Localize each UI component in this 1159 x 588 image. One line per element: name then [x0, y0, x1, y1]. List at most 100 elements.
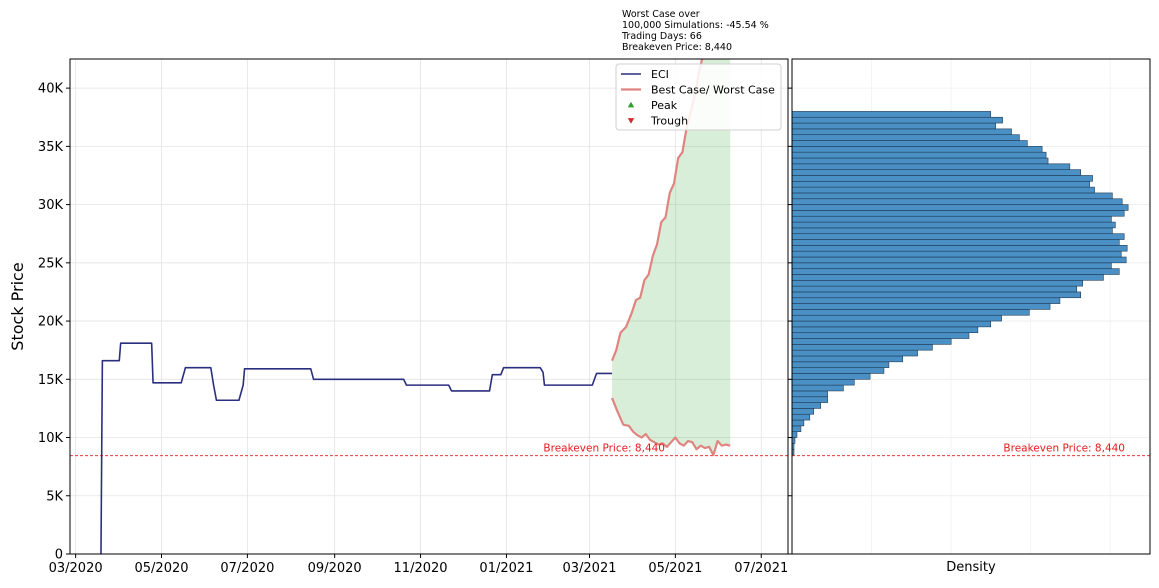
simulation-range-fill: [612, 59, 731, 455]
legend-box: [615, 63, 782, 131]
histogram-bar: [791, 326, 979, 334]
histogram-bar: [791, 402, 821, 409]
histogram-bar: [791, 111, 992, 118]
annotation-line: 100,000 Simulations: -45.54 %: [622, 20, 769, 31]
histogram-bar: [791, 361, 890, 368]
histogram-bar: [791, 146, 1043, 153]
histogram-bar: [791, 367, 885, 374]
legend-item: Peak: [627, 99, 678, 112]
annotation-line: Trading Days: 66: [621, 31, 702, 42]
histogram-bar: [791, 239, 1120, 246]
histogram-bar: [791, 245, 1128, 252]
x-tick-label: 09/2020: [308, 561, 362, 576]
histogram-bar: [791, 175, 1093, 182]
eci-price-line: [100, 342, 613, 554]
annotation-line: Worst Case over: [622, 9, 700, 20]
histogram-bar: [791, 320, 992, 328]
histogram-bar: [791, 344, 933, 351]
x-tick-label: 01/2021: [479, 561, 533, 576]
legend-label: ECI: [651, 68, 669, 81]
histogram-bar: [791, 303, 1051, 310]
histogram-bar: [791, 221, 1116, 229]
histogram-bar: [791, 373, 871, 380]
density-axis-label: Density: [946, 560, 996, 575]
histogram-bar: [791, 210, 1125, 217]
histogram-bar: [791, 338, 952, 345]
histogram-bars: [791, 111, 1129, 456]
histogram-bar: [791, 274, 1104, 281]
histogram-bar: [791, 268, 1120, 275]
y-tick-label: 40K: [38, 82, 64, 97]
histogram-plot-frame: [791, 58, 1151, 555]
y-tick-label: 0: [55, 548, 63, 563]
histogram-bar: [791, 314, 1002, 322]
x-axis: 03/2020 05/2020 07/2020 09/2020 11/2020 01/20…: [49, 554, 788, 576]
legend-label: Trough: [650, 115, 688, 128]
histogram-y-ticks: [788, 87, 792, 555]
histogram-bar: [791, 431, 798, 438]
histogram-bar: [791, 128, 1012, 136]
histogram-bar: [791, 122, 996, 130]
legend-item: ECI: [621, 68, 669, 81]
histogram-bar: [791, 384, 844, 392]
main-plot-frame: [69, 58, 789, 555]
main-grid: [70, 59, 788, 555]
y-tick-label: 25K: [38, 256, 64, 271]
x-tick-label: 05/2020: [135, 561, 189, 576]
y-tick-label: 35K: [38, 140, 64, 155]
histogram-bar: [791, 413, 811, 421]
legend-label: Best Case/ Worst Case: [651, 84, 775, 97]
price-chart: Breakeven Price: 8,440 0 5K 10K 15K 20K 25K 30…: [8, 9, 789, 576]
density-histogram: Breakeven Price: 8,440 Density: [788, 58, 1151, 575]
worst-case-line: [610, 397, 731, 457]
trough-marker-icon: [627, 118, 635, 124]
histogram-bar: [791, 256, 1127, 264]
histogram-breakeven-label: Breakeven Price: 8,440: [1003, 443, 1125, 455]
y-tick-label: 20K: [38, 315, 64, 330]
histogram-bar: [791, 390, 828, 398]
legend-item: Best Case/ Worst Case: [621, 84, 775, 97]
x-tick-label: 07/2021: [734, 561, 788, 576]
histogram-bar: [791, 291, 1081, 299]
peak-marker-icon: [627, 101, 635, 108]
histogram-bar: [791, 215, 1112, 223]
x-tick-label: 03/2020: [49, 561, 103, 576]
histogram-bar: [791, 198, 1123, 205]
histogram-bar: [791, 279, 1083, 287]
x-tick-label: 05/2021: [648, 561, 702, 576]
y-tick-label: 5K: [46, 489, 63, 504]
y-tick-label: 30K: [38, 198, 64, 213]
histogram-bar: [791, 151, 1047, 159]
histogram-bar: [791, 378, 855, 386]
histogram-bar: [791, 262, 1112, 269]
histogram-bar: [791, 355, 904, 363]
histogram-bar: [791, 425, 802, 433]
histogram-bar: [791, 192, 1113, 200]
legend-label: Peak: [651, 99, 678, 112]
breakeven-label: Breakeven Price: 8,440: [543, 443, 665, 455]
worst-case-annotation: Worst Case over 100,000 Simulations: -45…: [621, 9, 769, 53]
y-axis-label: Stock Price: [8, 262, 27, 350]
x-tick-label: 03/2021: [562, 561, 616, 576]
y-tick-label: 10K: [38, 431, 64, 446]
x-tick-label: 07/2020: [220, 561, 274, 576]
histogram-bar: [791, 157, 1049, 165]
histogram-bar: [791, 250, 1122, 258]
x-tick-label: 11/2020: [394, 561, 448, 576]
histogram-bar: [791, 396, 828, 403]
histogram-bar: [791, 140, 1028, 147]
histogram-bar: [791, 233, 1125, 240]
histogram-bar: [791, 285, 1078, 293]
histogram-bar: [791, 169, 1081, 176]
histogram-bar: [791, 408, 815, 415]
annotation-line: Breakeven Price: 8,440: [622, 42, 732, 53]
histogram-bar: [791, 134, 1020, 141]
histogram-bar: [791, 186, 1095, 194]
histogram-bar: [791, 227, 1113, 235]
histogram-bar: [791, 419, 805, 427]
histogram-bar: [791, 332, 970, 339]
y-axis: 0 5K 10K 15K 20K 25K 30K 35K 40K: [38, 82, 70, 563]
histogram-bar: [791, 309, 1030, 316]
histogram-bar: [791, 349, 918, 357]
